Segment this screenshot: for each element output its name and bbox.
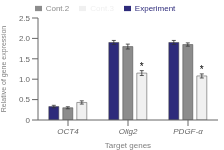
html-text:Cont.3: Cont.3: [90, 4, 114, 13]
svg-text:Relative of gene expression: Relative of gene expression: [8, 26, 9, 112]
svg-text:2.5: 2.5: [19, 14, 31, 23]
svg-text:1.5: 1.5: [19, 55, 31, 64]
html-text:Experiment: Experiment: [134, 4, 176, 13]
svg-text:Target genes: Target genes: [105, 141, 151, 150]
svg-text:1.0: 1.0: [19, 75, 31, 84]
svg-text:0.5: 0.5: [19, 95, 31, 104]
svg-text:0: 0: [26, 116, 31, 125]
svg-text:*: *: [140, 61, 144, 72]
svg-text:OCT4: OCT4: [57, 127, 79, 136]
svg-text:Olig2: Olig2: [119, 127, 138, 136]
html-text:Cont.2: Cont.2: [45, 4, 70, 13]
svg-text:PDGF-α: PDGF-α: [173, 127, 203, 136]
svg-text:*: *: [200, 64, 204, 75]
svg-text:2.0: 2.0: [19, 34, 31, 43]
